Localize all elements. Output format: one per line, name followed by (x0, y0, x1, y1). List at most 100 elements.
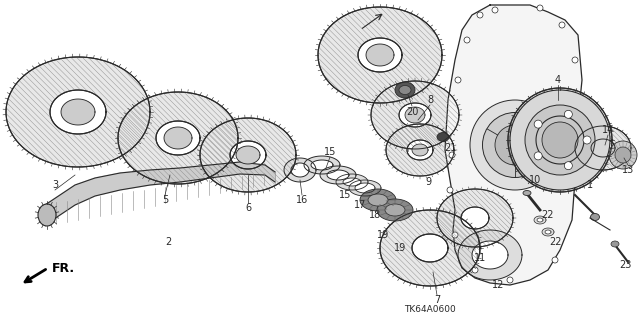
Ellipse shape (38, 204, 56, 226)
Ellipse shape (534, 216, 546, 224)
Circle shape (542, 122, 578, 158)
Ellipse shape (537, 218, 543, 222)
Ellipse shape (461, 207, 489, 229)
Ellipse shape (542, 228, 554, 236)
Ellipse shape (470, 100, 560, 190)
Polygon shape (45, 162, 275, 225)
Circle shape (472, 267, 478, 273)
Ellipse shape (291, 163, 309, 177)
Ellipse shape (61, 99, 95, 125)
Circle shape (464, 37, 470, 43)
Ellipse shape (399, 103, 431, 127)
Ellipse shape (358, 38, 402, 72)
Ellipse shape (336, 174, 368, 190)
Ellipse shape (405, 107, 425, 123)
Ellipse shape (536, 116, 584, 164)
Text: 23: 23 (619, 260, 631, 270)
Ellipse shape (437, 189, 513, 247)
Text: FR.: FR. (52, 262, 75, 275)
Text: 3: 3 (52, 180, 58, 190)
Text: 15: 15 (324, 147, 336, 157)
Text: 20: 20 (406, 107, 418, 117)
Ellipse shape (412, 234, 448, 262)
Circle shape (447, 187, 453, 193)
Ellipse shape (318, 7, 442, 103)
Text: 7: 7 (434, 295, 440, 305)
Circle shape (568, 137, 574, 143)
Circle shape (537, 5, 543, 11)
Ellipse shape (118, 92, 238, 184)
Circle shape (455, 77, 461, 83)
Text: 8: 8 (427, 95, 433, 105)
Ellipse shape (6, 57, 150, 167)
Text: 5: 5 (162, 195, 168, 205)
Ellipse shape (327, 170, 349, 180)
Text: 12: 12 (492, 280, 504, 290)
Text: 13: 13 (622, 165, 634, 175)
Circle shape (534, 120, 542, 128)
Text: 2: 2 (165, 237, 171, 247)
Ellipse shape (380, 210, 480, 286)
Text: 6: 6 (245, 203, 251, 213)
Text: TK64A0600: TK64A0600 (404, 306, 456, 315)
Ellipse shape (200, 118, 296, 192)
Ellipse shape (575, 126, 631, 170)
Ellipse shape (412, 144, 428, 156)
Ellipse shape (591, 213, 600, 220)
Circle shape (477, 12, 483, 18)
Circle shape (525, 105, 595, 175)
Text: 14: 14 (602, 125, 614, 135)
Ellipse shape (164, 127, 192, 149)
Ellipse shape (508, 88, 612, 192)
Text: 10: 10 (529, 175, 541, 185)
Ellipse shape (395, 82, 415, 98)
Ellipse shape (371, 81, 459, 149)
Ellipse shape (437, 132, 449, 142)
Circle shape (564, 110, 572, 118)
Text: 15: 15 (339, 190, 351, 200)
Circle shape (552, 257, 558, 263)
Circle shape (492, 7, 498, 13)
Text: 16: 16 (296, 195, 308, 205)
Ellipse shape (591, 139, 615, 157)
Ellipse shape (355, 183, 375, 193)
Ellipse shape (320, 166, 356, 184)
Ellipse shape (385, 204, 405, 216)
Ellipse shape (311, 160, 333, 170)
Circle shape (583, 136, 591, 144)
Ellipse shape (50, 90, 106, 134)
Ellipse shape (236, 146, 260, 164)
Circle shape (573, 97, 579, 103)
Text: 19: 19 (377, 230, 389, 240)
Ellipse shape (399, 85, 411, 94)
Circle shape (449, 152, 455, 158)
Circle shape (615, 147, 631, 163)
Ellipse shape (458, 230, 522, 280)
Text: 11: 11 (474, 253, 486, 263)
Text: 9: 9 (425, 177, 431, 187)
Ellipse shape (366, 44, 394, 66)
Ellipse shape (523, 190, 531, 196)
Text: 19: 19 (394, 243, 406, 253)
Circle shape (507, 277, 513, 283)
Circle shape (609, 141, 637, 169)
Ellipse shape (495, 125, 535, 165)
Polygon shape (445, 5, 582, 285)
Ellipse shape (368, 194, 388, 206)
Ellipse shape (483, 113, 547, 177)
Ellipse shape (377, 199, 413, 221)
Ellipse shape (545, 125, 575, 155)
Circle shape (534, 152, 542, 160)
Text: 22: 22 (548, 237, 561, 247)
Circle shape (572, 57, 578, 63)
Ellipse shape (386, 124, 454, 176)
Text: 18: 18 (369, 210, 381, 220)
Ellipse shape (349, 180, 381, 196)
Circle shape (510, 90, 610, 190)
Text: 22: 22 (541, 210, 554, 220)
Ellipse shape (156, 121, 200, 155)
Ellipse shape (472, 241, 508, 269)
Text: 1: 1 (587, 180, 593, 190)
Ellipse shape (284, 158, 316, 182)
Circle shape (452, 232, 458, 238)
